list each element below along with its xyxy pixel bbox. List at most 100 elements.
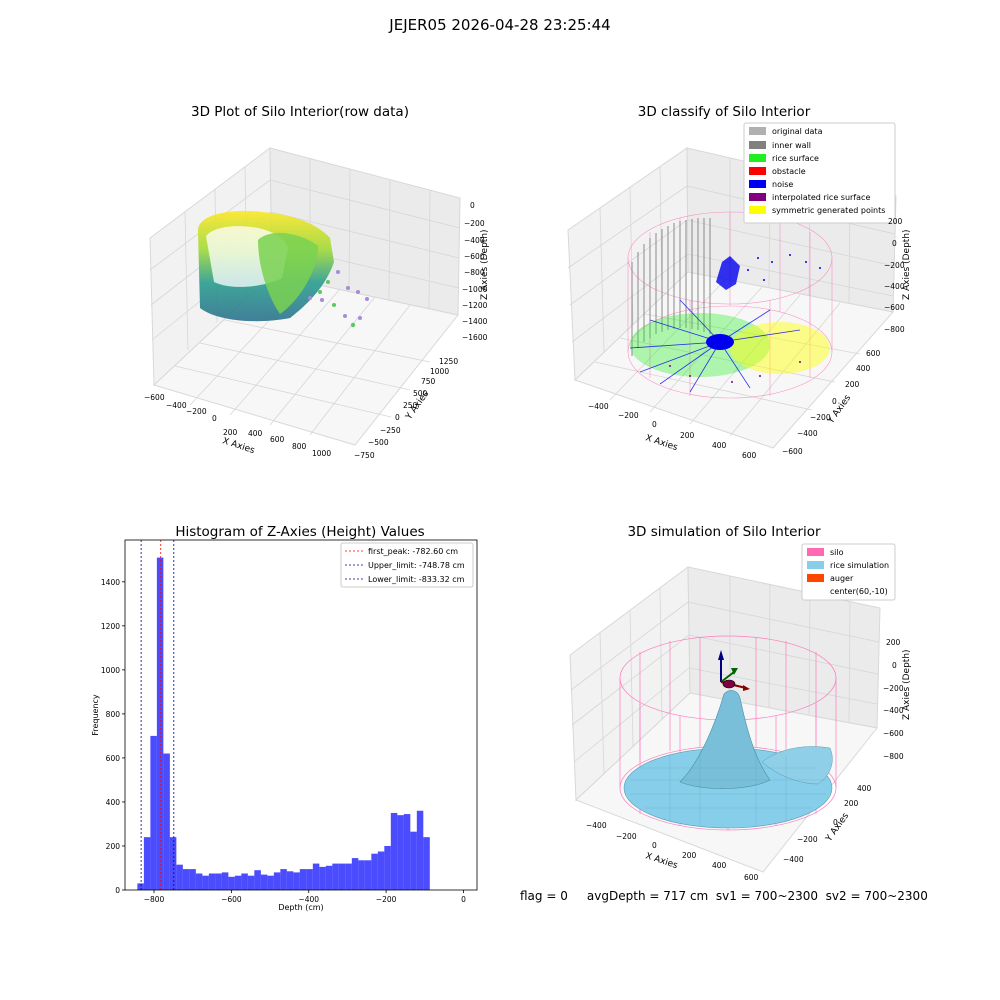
- hist-legend-label: Upper_limit: -748.78 cm: [368, 561, 465, 570]
- p4-ytick: 400: [857, 784, 872, 793]
- p4-ytick: −400: [783, 855, 804, 864]
- p1-ytick: 750: [421, 377, 436, 386]
- hist-bar: [325, 865, 333, 890]
- hist-xtick-label: 0: [461, 895, 466, 904]
- p1-data-cloud: [197, 210, 369, 328]
- p1-xtick: −400: [166, 401, 187, 410]
- hist-bar: [176, 864, 183, 890]
- p1-xtick: 800: [292, 442, 307, 451]
- hist-bar: [208, 873, 216, 890]
- p4-xtick: 400: [712, 861, 727, 870]
- hist-bar: [195, 873, 203, 890]
- hist-bar: [423, 837, 430, 890]
- p1-ytick: 1250: [439, 357, 458, 366]
- p2-y-ticks: −600 −400 −200 0 200 400 600: [782, 349, 881, 456]
- hist-bar: [377, 851, 385, 890]
- hist-ytick-label: 1000: [101, 666, 120, 675]
- p1-ztick: −800: [464, 268, 485, 277]
- hist-bar: [254, 870, 261, 890]
- p2-xtick: 0: [652, 420, 657, 429]
- p1-z-ticks: 0 −200 −400 −600 −800 −1000 −1200 −1400 …: [462, 201, 488, 342]
- p2-xtick: −200: [618, 411, 639, 420]
- hist-bars: [137, 557, 430, 890]
- hist-bar: [416, 810, 424, 890]
- hist-bar: [371, 853, 378, 890]
- p1-ztick: −400: [464, 236, 485, 245]
- p2-legend-swatch: [749, 167, 766, 175]
- p4-xtick: 600: [744, 873, 759, 882]
- p1-xlabel: X Axies: [221, 436, 256, 456]
- hist-bar: [156, 557, 164, 890]
- hist-bar: [189, 869, 196, 890]
- hist-y-ticks: 0 200 400 600 800 1000 1200 1400: [101, 578, 125, 895]
- p2-ytick: −600: [782, 447, 803, 456]
- hist-bar: [221, 872, 229, 890]
- p4-ztick: −200: [883, 684, 904, 693]
- p2-legend-swatch: [749, 141, 766, 149]
- p4-ytick: 0: [833, 818, 838, 827]
- hist-legend-label: Lower_limit: -833.32 cm: [368, 575, 465, 584]
- hist-ytick-label: 800: [106, 710, 121, 719]
- hist-bar: [306, 869, 313, 890]
- p4-xtick: −200: [616, 832, 637, 841]
- p1-xtick: −600: [144, 393, 165, 402]
- hist-bar: [332, 863, 339, 890]
- hist-bar: [358, 860, 365, 890]
- p2-ytick: 200: [845, 380, 860, 389]
- hist-bar: [169, 837, 177, 890]
- hist-bar: [410, 831, 417, 890]
- p2-xtick: 200: [680, 431, 695, 440]
- p4-ztick: −400: [883, 706, 904, 715]
- panel1-title: 3D Plot of Silo Interior(row data): [191, 104, 409, 120]
- hist-bar: [364, 860, 372, 890]
- hist-bar: [137, 883, 144, 890]
- p2-xlabel: X Axies: [644, 433, 679, 453]
- hist-bar: [202, 875, 209, 890]
- hist-bar: [397, 815, 404, 890]
- p2-legend-swatch: [749, 193, 766, 201]
- p4-ztick: −600: [883, 729, 904, 738]
- p4-y-ticks: −400 −200 0 200 400: [783, 784, 872, 864]
- hist-bar: [260, 874, 268, 890]
- p2-ytick: 400: [856, 364, 871, 373]
- hist-ytick-label: 1200: [101, 622, 120, 631]
- hist-xlabel: Depth (cm): [278, 903, 323, 912]
- p2-point-cloud: [629, 254, 830, 393]
- p2-zlabel: Z Axies (Depth): [902, 229, 912, 300]
- p1-ztick: −1000: [462, 285, 488, 294]
- p4-xtick: 0: [652, 841, 657, 850]
- p1-ytick: −250: [380, 426, 401, 435]
- hist-ytick-label: 0: [115, 886, 120, 895]
- hist-bar: [215, 873, 222, 890]
- p2-legend-label: rice surface: [772, 154, 819, 163]
- p1-ztick: −600: [464, 252, 485, 261]
- p4-x-ticks: −400 −200 0 200 400 600: [586, 821, 759, 882]
- p1-ytick: −750: [354, 451, 375, 460]
- p2-ylabel: Y Axies: [826, 393, 854, 426]
- histogram-chart: −800 −600 −400 −200 0 0 200 400 600 800 1000 1200 1…: [91, 539, 478, 912]
- hist-bar: [384, 845, 391, 890]
- p4-zlabel: Z Axies (Depth): [902, 649, 912, 720]
- hist-axes-frame: [124, 539, 478, 891]
- hist-bar: [150, 735, 157, 890]
- p4-ztick: 200: [886, 638, 901, 647]
- p1-ztick: −1200: [462, 301, 488, 310]
- panel1-3d-plot: −600 −400 −200 0 200 400 600 800 1000 X …: [144, 147, 490, 460]
- hist-ytick-label: 200: [106, 842, 121, 851]
- panel2-3d-plot: original data inner wall rice surface ob…: [567, 122, 912, 460]
- p2-z-ticks: 200 0 −200 −400 −600 −800: [884, 217, 905, 334]
- panel3-title: Histogram of Z-Axies (Height) Values: [175, 524, 425, 540]
- hist-bar: [247, 875, 255, 890]
- p2-legend-swatch: [749, 154, 766, 162]
- p2-ztick: −200: [884, 261, 905, 270]
- p2-ztick: −600: [884, 303, 905, 312]
- p2-ytick: 600: [866, 349, 881, 358]
- p2-legend-label: interpolated rice surface: [772, 193, 870, 202]
- hist-bar: [319, 866, 326, 890]
- p2-x-ticks: −400 −200 0 200 400 600: [588, 402, 757, 460]
- hist-legend-label: first_peak: -782.60 cm: [368, 547, 458, 556]
- p4-ylabel: Y Axies: [824, 811, 852, 844]
- p4-z-ticks: 200 0 −200 −400 −600 −800: [883, 638, 904, 761]
- p4-ytick: 200: [844, 799, 859, 808]
- hist-bar: [163, 753, 170, 890]
